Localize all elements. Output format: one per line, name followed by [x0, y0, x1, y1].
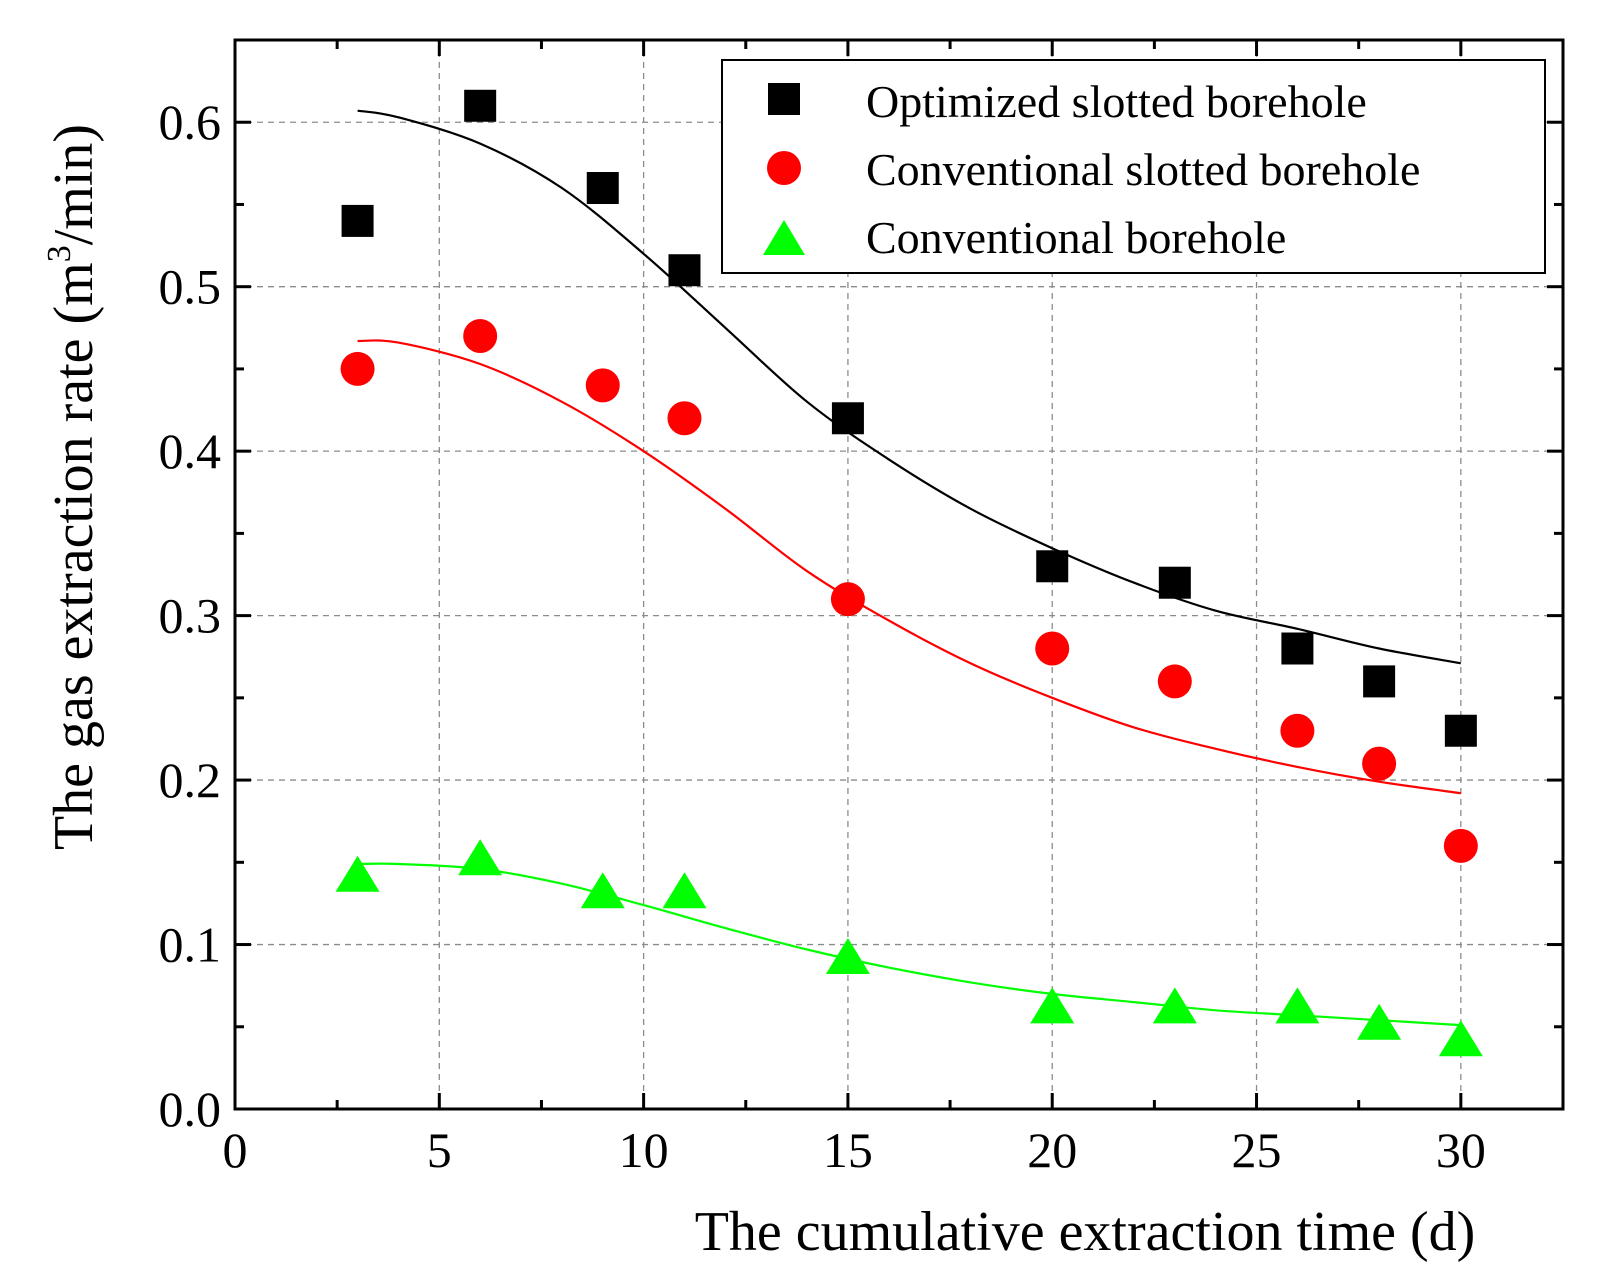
axis-ticks: [233, 38, 1565, 1111]
y-axis-title-main: The gas extraction rate (m: [43, 262, 105, 850]
data-point-conventional-slotted: [463, 319, 498, 354]
fit-curves: [357, 109, 1461, 1027]
x-tick-label: 20: [1027, 1122, 1077, 1178]
legend-box: [721, 59, 1546, 274]
data-point-optimized: [1158, 566, 1191, 599]
data-point-optimized: [341, 204, 374, 237]
data-point-conventional: [1152, 987, 1197, 1024]
fit-curve-optimized: [357, 109, 1461, 665]
y-tick-label: 0.0: [159, 1081, 222, 1137]
y-tick-label: 0.5: [159, 259, 222, 315]
data-point-conventional: [1438, 1020, 1483, 1057]
x-axis-title: The cumulative extraction time (d): [695, 1201, 1476, 1262]
data-point-optimized: [464, 89, 497, 122]
x-tick-label: 5: [427, 1122, 452, 1178]
data-point-conventional: [1275, 987, 1320, 1024]
y-tick-label: 0.3: [159, 588, 222, 644]
legend-marker-square: [768, 83, 800, 115]
y-tick-label: 0.6: [159, 94, 222, 150]
x-tick-label: 15: [823, 1122, 873, 1178]
data-point-conventional: [1357, 1003, 1402, 1040]
legend-label-optimized: Optimized slotted borehole: [866, 76, 1367, 127]
data-point-conventional-slotted: [1157, 664, 1192, 699]
data-point-conventional: [825, 937, 870, 974]
y-axis-title-superscript: 3: [41, 245, 78, 262]
data-point-conventional: [458, 839, 503, 876]
x-tick-label: 25: [1232, 1122, 1282, 1178]
data-point-conventional-slotted: [667, 401, 702, 436]
data-point-conventional: [335, 855, 380, 892]
y-tick-label: 0.2: [159, 752, 222, 808]
data-points: [335, 89, 1483, 1057]
data-point-conventional: [662, 872, 707, 909]
data-point-conventional-slotted: [1035, 631, 1070, 666]
legend: Optimized slotted borehole Conventional …: [721, 59, 1546, 274]
y-tick-label: 0.4: [159, 423, 222, 479]
data-point-optimized: [1444, 714, 1477, 747]
legend-label-conventional-slotted: Conventional slotted borehole: [866, 144, 1420, 195]
data-point-conventional-slotted: [830, 582, 865, 617]
y-axis-title-end: /min): [43, 124, 105, 245]
data-point-conventional: [580, 872, 625, 909]
data-point-optimized: [831, 402, 864, 435]
data-point-optimized: [586, 172, 619, 205]
data-point-optimized: [1281, 632, 1314, 665]
fit-curve-conventional: [357, 862, 1461, 1027]
data-point-optimized: [1363, 665, 1396, 698]
x-tick-label: 30: [1436, 1122, 1486, 1178]
y-tick-label: 0.1: [159, 917, 222, 973]
data-point-conventional-slotted: [1280, 713, 1315, 748]
data-point-conventional-slotted: [340, 351, 375, 386]
data-point-conventional-slotted: [1443, 828, 1478, 863]
x-tick-label: 10: [619, 1122, 669, 1178]
data-point-optimized: [1036, 550, 1069, 583]
data-point-conventional-slotted: [1362, 746, 1397, 781]
legend-label-conventional: Conventional borehole: [866, 212, 1286, 263]
fit-curve-conventional-slotted: [357, 339, 1461, 795]
y-axis-title: The gas extraction rate (m3/min): [41, 124, 105, 850]
data-point-conventional: [1030, 987, 1075, 1024]
plot-frame: [233, 38, 1565, 1111]
legend-marker-triangle: [763, 220, 805, 255]
legend-marker-circle: [767, 151, 801, 185]
data-point-optimized: [668, 254, 701, 287]
data-point-conventional-slotted: [585, 368, 620, 403]
x-tick-label: 0: [223, 1122, 248, 1178]
